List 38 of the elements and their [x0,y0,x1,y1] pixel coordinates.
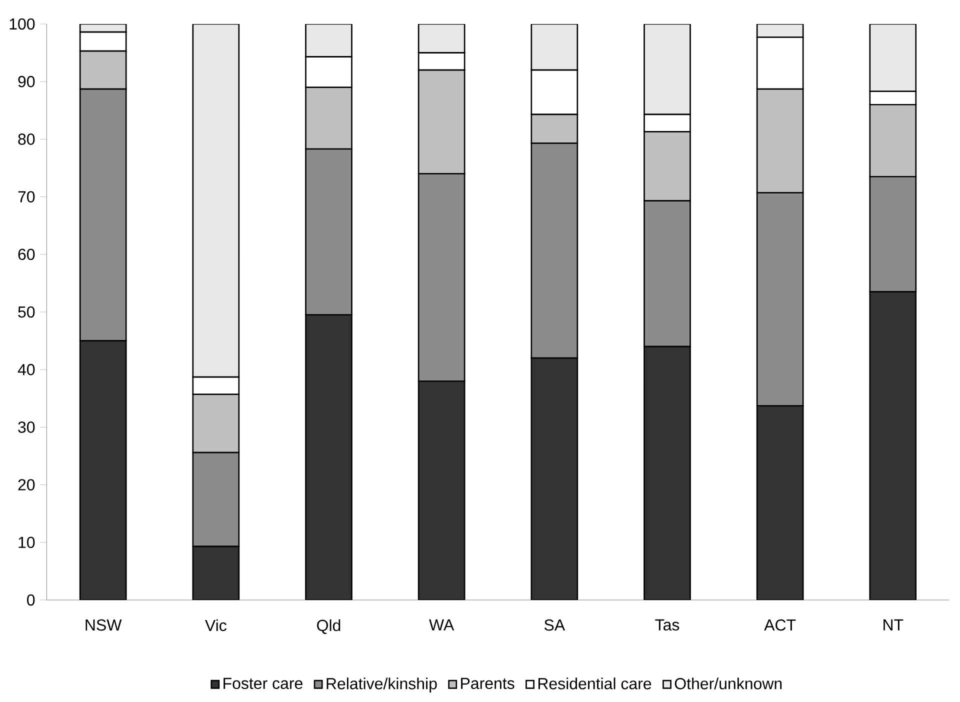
y-tick-label: 20 [18,479,35,490]
x-tick-label: Qld [317,619,340,634]
y-tick-label: 50 [18,306,35,318]
x-tick-label: WA [429,619,454,630]
bar [192,546,240,600]
y-tick-label: 0 [27,594,35,606]
bar [418,24,466,54]
x-tick-label: ACT [764,619,796,631]
bar [192,24,240,378]
bar [530,357,578,600]
bar [756,405,804,600]
legend-label: Relative/kinship [326,678,437,693]
legend-label: Parents [461,678,514,690]
y-tick-label: 80 [18,134,35,145]
x-tick-label: Tas [655,619,680,631]
x-tick-label: SA [544,619,566,631]
bar [644,346,691,600]
bar [869,24,917,92]
y-tick-label: 30 [18,422,35,433]
legend-label: Foster care [224,678,302,690]
y-tick-label: 100 [10,18,35,30]
legend-label: Other/unknown [674,678,782,690]
y-tick-label: 10 [18,536,35,548]
bar [79,340,127,600]
bar [305,24,352,58]
x-tick-label: NT [884,619,904,630]
x-tick-label: NSW [86,619,122,631]
bar [530,24,578,71]
legend-label: Residential care [538,678,652,690]
bar [644,24,691,116]
y-tick-label: 60 [18,248,35,260]
y-tick-label: 70 [18,191,35,202]
y-tick-label: 40 [18,364,35,376]
x-tick-label: Vic [205,619,226,632]
bar [418,380,466,600]
y-tick-label: 90 [18,76,35,88]
bar [869,291,917,600]
bar [305,314,352,600]
